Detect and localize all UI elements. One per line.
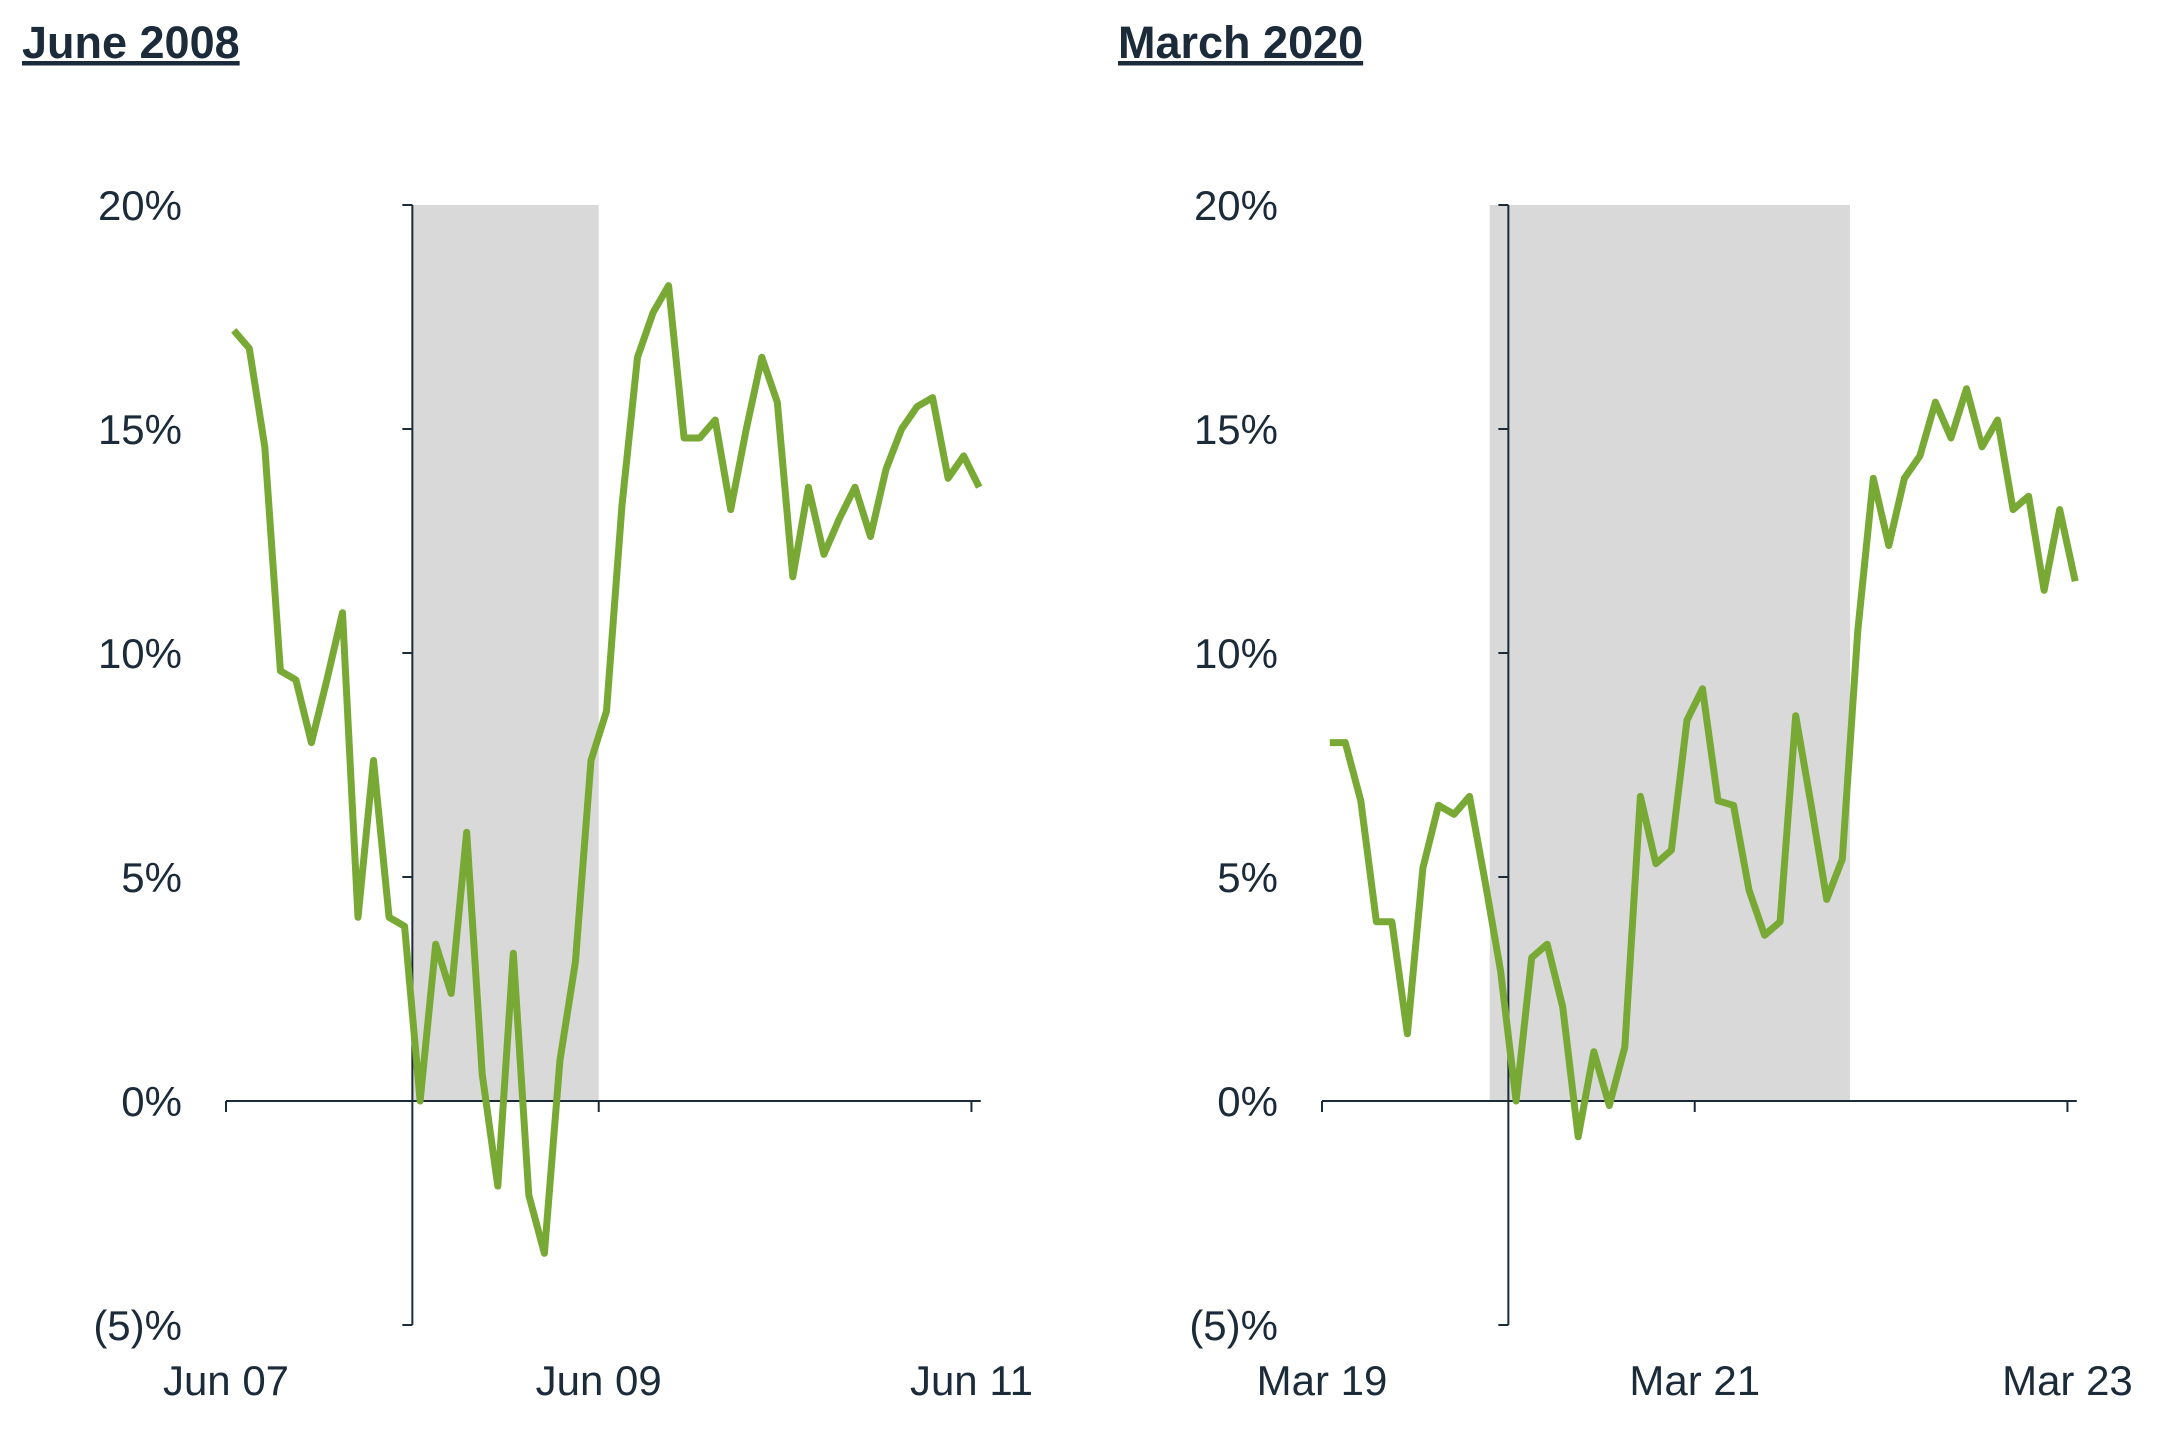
data-line xyxy=(1329,385,2079,1141)
chart-title: March 2020 xyxy=(1118,17,1363,68)
y-tick-label: 20% xyxy=(98,182,182,229)
y-tick-label: 20% xyxy=(1194,182,1278,229)
y-tick-label: 0% xyxy=(121,1078,182,1125)
shaded-period xyxy=(412,205,599,1101)
chart-title: June 2008 xyxy=(22,17,240,68)
y-tick-label: (5)% xyxy=(93,1302,182,1349)
x-tick-label: Mar 21 xyxy=(1629,1357,1760,1404)
y-tick-label: 5% xyxy=(121,854,182,901)
y-tick-label: 0% xyxy=(1217,1078,1278,1125)
shaded-period xyxy=(1489,205,1851,1101)
y-tick-label: (5)% xyxy=(1189,1302,1278,1349)
x-tick-label: Jun 07 xyxy=(163,1357,289,1404)
data-line xyxy=(231,282,983,1257)
x-tick-label: Mar 23 xyxy=(2002,1357,2133,1404)
y-tick-label: 15% xyxy=(98,406,182,453)
x-tick-label: Mar 19 xyxy=(1257,1357,1388,1404)
y-tick-label: 10% xyxy=(1194,630,1278,677)
y-tick-label: 10% xyxy=(98,630,182,677)
y-tick-label: 15% xyxy=(1194,406,1278,453)
x-tick-label: Jun 09 xyxy=(536,1357,662,1404)
y-tick-label: 5% xyxy=(1217,854,1278,901)
x-tick-label: Jun 11 xyxy=(910,1357,1033,1404)
